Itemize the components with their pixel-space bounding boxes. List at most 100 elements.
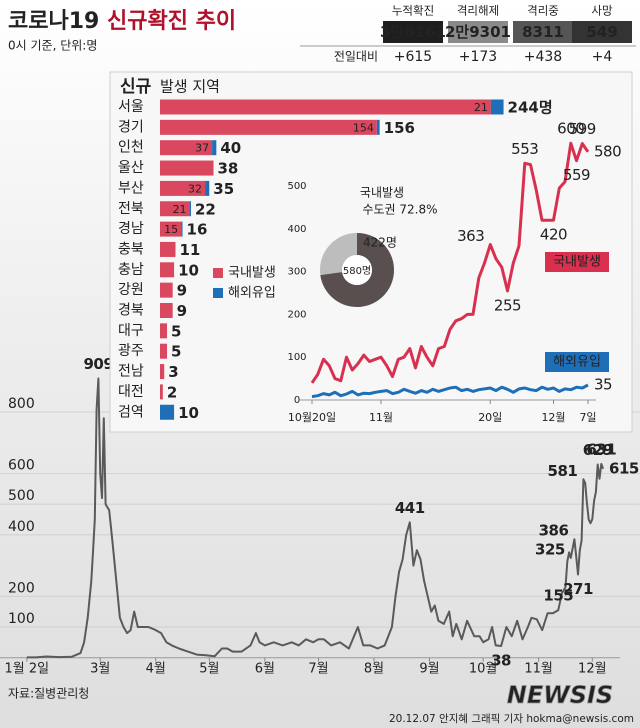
- value-label: 155: [543, 587, 573, 605]
- title: 코로나19 신규확진 추이: [8, 9, 236, 34]
- total-label: 38: [218, 160, 239, 178]
- y-tick-label: 800: [8, 396, 35, 412]
- total-label: 244명: [508, 99, 553, 117]
- stat-change: +615: [394, 49, 432, 65]
- stat-change: +173: [459, 49, 497, 65]
- total-label: 10: [178, 404, 199, 422]
- stat-value: 8311: [522, 23, 564, 41]
- category-label: 인천: [118, 140, 144, 156]
- x-tick-label: 10월: [469, 662, 498, 677]
- title-main: 코로나19: [8, 9, 99, 34]
- category-label: 충남: [118, 262, 144, 278]
- panel-title: 신규: [120, 77, 152, 97]
- stat-box: [448, 21, 508, 43]
- stat-box: [572, 21, 632, 43]
- series-line: [311, 383, 589, 399]
- bar-segment: [160, 119, 377, 135]
- value-label: 35: [594, 376, 612, 394]
- stat-header: 격리중: [527, 4, 559, 18]
- bar-segment: [205, 180, 210, 196]
- bar-segment: [160, 140, 213, 156]
- value-label: 909: [84, 355, 114, 373]
- series-tag: [545, 252, 609, 272]
- y-tick-label: 100: [287, 352, 306, 363]
- x-tick-label: 11월: [524, 662, 553, 677]
- stat-value: 549: [586, 23, 617, 41]
- total-label: 9: [177, 302, 187, 320]
- x-tick-label: 12월: [578, 662, 607, 677]
- total-label: 40: [220, 139, 241, 157]
- value-label: 580: [594, 142, 621, 160]
- value-label: 38: [491, 652, 511, 670]
- inner-label: 37: [195, 142, 209, 155]
- x-tick-label: 20일: [478, 410, 502, 424]
- donut-segment: [320, 233, 394, 307]
- y-tick-label: 500: [8, 488, 35, 504]
- value-label: 420: [540, 226, 567, 244]
- y-tick-label: 200: [287, 309, 306, 320]
- credit: 20.12.07 안지혜 그래픽 기자 hokma@newsis.com: [389, 713, 634, 725]
- stat-value: 3만8161: [380, 23, 446, 41]
- total-label: 2: [167, 383, 177, 401]
- legend-label: 해외유입: [228, 286, 276, 301]
- total-label: 156: [384, 119, 415, 137]
- panel-subtitle: 발생 지역: [160, 78, 220, 96]
- bar-segment: [160, 180, 206, 196]
- value-label: 631: [586, 440, 616, 458]
- x-tick-label: 5월: [199, 662, 219, 677]
- value-label: 363: [457, 227, 484, 245]
- category-label: 대전: [118, 384, 144, 400]
- stat-box: [513, 21, 573, 43]
- bar-segment: [181, 221, 183, 237]
- value-label: 386: [539, 522, 569, 540]
- x-tick-label: 10월20일: [288, 410, 336, 424]
- y-tick-label: 400: [8, 519, 35, 535]
- x-tick-label: 12월: [541, 411, 565, 424]
- total-label: 16: [187, 221, 208, 239]
- series-line: [26, 377, 605, 659]
- inner-label: 15: [164, 223, 178, 236]
- value-label: 599: [569, 120, 596, 138]
- value-label: 581: [548, 462, 578, 480]
- logo: NEWSIS: [507, 681, 613, 709]
- category-label: 검역: [118, 404, 144, 420]
- x-tick-label: 8월: [364, 662, 384, 677]
- x-tick-label: 6월: [255, 662, 275, 677]
- title-highlight: 신규확진 추이: [107, 9, 236, 34]
- category-label: 전북: [118, 201, 144, 217]
- bar-segment: [160, 404, 175, 420]
- bar-segment: [160, 99, 491, 115]
- category-label: 강원: [118, 282, 144, 298]
- inner-label: 154: [353, 121, 374, 134]
- category-label: 대구: [118, 323, 144, 339]
- total-label: 11: [179, 241, 200, 259]
- stat-header: 누적확진: [392, 4, 434, 18]
- donut-hole: [342, 255, 372, 285]
- category-label: 경기: [118, 119, 144, 135]
- y-tick-label: 0: [294, 395, 300, 406]
- total-label: 3: [168, 363, 178, 381]
- category-label: 서울: [118, 99, 144, 115]
- y-tick-label: 600: [8, 457, 35, 473]
- stat-change: +438: [524, 49, 562, 65]
- bar-segment: [160, 303, 173, 318]
- donut-total: 580명: [343, 265, 371, 277]
- category-label: 전남: [118, 364, 144, 380]
- bar-segment: [160, 364, 165, 380]
- y-tick-label: 200: [8, 580, 35, 596]
- x-tick-label: 9월: [419, 662, 439, 677]
- source: 자료:질병관리청: [8, 687, 89, 701]
- bar-segment: [160, 323, 168, 339]
- value-label: 615: [609, 459, 639, 477]
- bar-segment: [376, 119, 380, 135]
- total-label: 10: [178, 261, 199, 279]
- bar-segment: [212, 140, 217, 156]
- total-label: 35: [213, 180, 234, 198]
- y-tick-label: 400: [287, 224, 306, 235]
- value-label: 255: [494, 296, 521, 314]
- series-name: 국내발생: [553, 255, 601, 270]
- y-tick-label: 500: [287, 181, 306, 192]
- total-label: 5: [171, 322, 181, 340]
